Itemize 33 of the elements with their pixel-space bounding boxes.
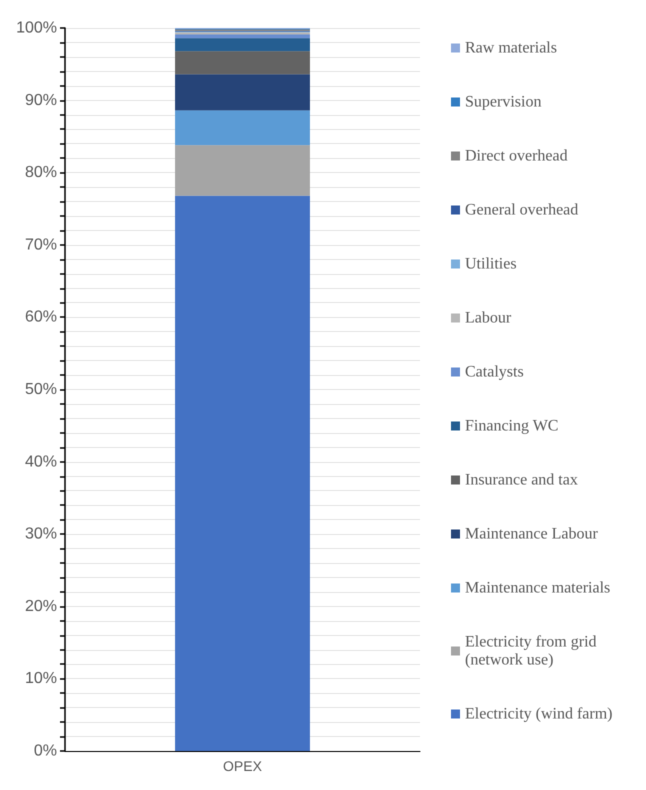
bar	[175, 32, 310, 35]
y-tick-label: 100%	[16, 20, 57, 36]
y-tick-label: 80%	[24, 164, 57, 182]
legend-label: Financing WC	[465, 418, 558, 434]
y-tick-label: 10%	[24, 670, 57, 688]
legend-label: Maintenance materials	[465, 580, 610, 596]
legend-label: Utilities	[465, 256, 517, 272]
bar	[175, 51, 310, 74]
bar	[175, 74, 310, 110]
y-tick-label: 60%	[24, 308, 57, 326]
y-tick-label: 40%	[24, 453, 57, 470]
bar	[175, 38, 310, 52]
x-tick-label: OPEX	[223, 758, 263, 774]
bar	[175, 145, 310, 196]
legend-label: Raw materials	[465, 40, 557, 56]
legend-label: Catalysts	[465, 364, 524, 380]
legend-label: Electricity from grid (network use)	[465, 634, 601, 668]
legend-label: Maintenance Labour	[465, 526, 598, 542]
bar	[175, 110, 310, 146]
bar	[175, 196, 310, 751]
y-tick-label: 30%	[24, 526, 57, 543]
legend-label: Electricity (wind farm)	[465, 706, 612, 722]
legend-label: General overhead	[465, 202, 578, 218]
y-tick-label: 20%	[24, 598, 57, 615]
y-tick-label: 0%	[34, 742, 57, 760]
legend-label: Insurance and tax	[465, 472, 578, 488]
y-tick-label: 70%	[24, 236, 57, 254]
bar	[175, 34, 310, 38]
y-tick-label: 90%	[24, 92, 57, 109]
y-tick-label: 50%	[24, 381, 57, 398]
legend-label: Supervision	[465, 94, 542, 110]
legend-label: Labour	[465, 310, 512, 326]
legend-label: Direct overhead	[465, 148, 568, 164]
